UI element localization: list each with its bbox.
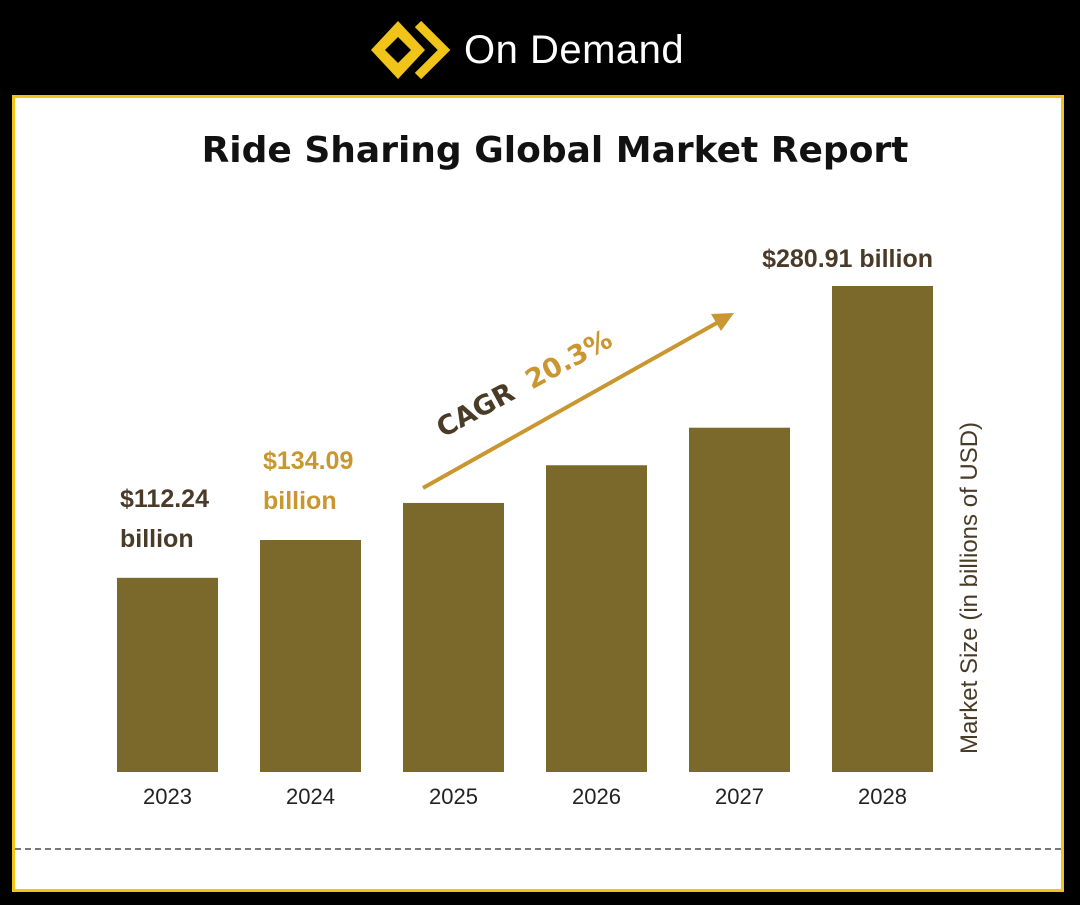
chart-title: Ride Sharing Global Market Report bbox=[201, 130, 909, 171]
bar-2024 bbox=[260, 540, 361, 772]
x-tick-2027: 2027 bbox=[715, 784, 764, 809]
x-tick-2024: 2024 bbox=[286, 784, 335, 809]
dashed-divider bbox=[15, 848, 1061, 850]
bar-2026 bbox=[546, 465, 647, 772]
bar-2023 bbox=[117, 577, 218, 772]
bar-2025 bbox=[403, 502, 504, 772]
x-tick-2025: 2025 bbox=[429, 784, 478, 809]
x-tick-2026: 2026 bbox=[572, 784, 621, 809]
y-axis-label: Market Size (in billions of USD) bbox=[956, 422, 983, 754]
data-label-2028-value: $280.91 billion bbox=[762, 245, 933, 273]
header-bar: On Demand bbox=[0, 0, 1080, 95]
cagr-arrow bbox=[422, 313, 734, 490]
data-label-2023-unit: billion bbox=[120, 525, 194, 553]
bar-2028 bbox=[832, 286, 933, 772]
svg-text:CAGR 20.3%: CAGR 20.3% bbox=[432, 324, 618, 444]
brand[interactable]: On Demand bbox=[368, 18, 684, 82]
x-tick-2028: 2028 bbox=[858, 784, 907, 809]
cagr-prefix: CAGR bbox=[432, 377, 521, 444]
diamond-chevron-logo-icon bbox=[371, 20, 451, 80]
data-label-2024-value: $134.09 bbox=[263, 447, 353, 475]
x-tick-2023: 2023 bbox=[143, 784, 192, 809]
data-label-2024-unit: billion bbox=[263, 487, 337, 515]
data-label-2023-value: $112.24 bbox=[120, 485, 209, 513]
bar-2027 bbox=[689, 427, 790, 772]
brand-name: On Demand bbox=[464, 27, 685, 72]
